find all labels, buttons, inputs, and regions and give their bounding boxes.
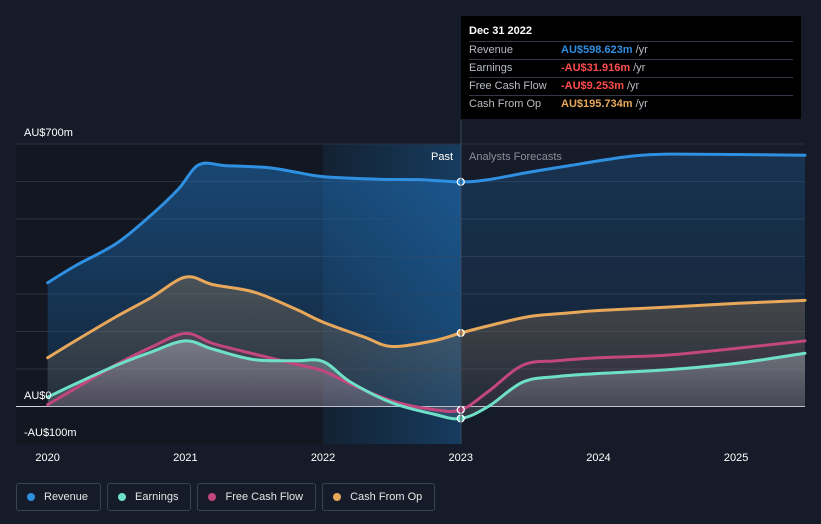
tooltip-row-unit: /yr (635, 98, 648, 110)
legend: Revenue Earnings Free Cash Flow Cash From O… (16, 483, 436, 511)
tooltip-row-name: Earnings (469, 62, 513, 74)
tooltip-date: Dec 31 2022 (469, 24, 793, 42)
tooltip-row: Revenue AU$598.623m/yr (469, 42, 793, 60)
legend-label: Cash From Op (350, 491, 423, 503)
legend-dot-icon (208, 493, 217, 501)
legend-label: Free Cash Flow (225, 491, 304, 503)
x-tick-label: 2025 (724, 452, 748, 464)
legend-item-earnings[interactable]: Earnings (107, 483, 192, 511)
tooltip-row-value: -AU$9.253m (561, 80, 624, 92)
legend-item-revenue[interactable]: Revenue (16, 483, 102, 511)
earnings-area-past (47, 340, 461, 419)
tooltip-row-unit: /yr (635, 44, 648, 56)
tooltip: Dec 31 2022 Revenue AU$598.623m/yr Earning… (461, 16, 801, 119)
earnings-line (46, 339, 807, 421)
legend-item-cash-from-op[interactable]: Cash From Op (322, 483, 436, 511)
series-lines (46, 152, 807, 421)
tooltip-row: Earnings -AU$31.916m/yr (469, 60, 793, 78)
cash-from-op-line (46, 275, 807, 360)
series-areas (47, 154, 805, 419)
x-tick-label: 2024 (586, 452, 610, 464)
x-tick-label: 2022 (311, 452, 335, 464)
tooltip-row-value: AU$598.623m (561, 44, 633, 56)
forecast-label: Analysts Forecasts (469, 151, 562, 163)
tooltip-row-name: Cash From Op (469, 98, 542, 110)
x-tick-label: 2020 (35, 452, 59, 464)
legend-item-free-cash-flow[interactable]: Free Cash Flow (197, 483, 317, 511)
past-label: Past (431, 151, 453, 163)
tooltip-row-value: -AU$31.916m (561, 62, 631, 74)
revenue-line (46, 152, 807, 285)
x-tick-label: 2023 (449, 452, 473, 464)
tooltip-row: Free Cash Flow -AU$9.253m/yr (469, 78, 793, 96)
tooltip-row-name: Revenue (469, 44, 514, 56)
earnings-area-forecast (461, 353, 805, 419)
legend-label: Earnings (135, 491, 179, 503)
y-axis-top-label: AU$700m (24, 127, 73, 139)
y-axis-bottom-label: -AU$100m (24, 427, 77, 439)
tooltip-rows: Revenue AU$598.623m/yr Earnings -AU$31.916m… (469, 42, 793, 113)
x-tick-label: 2021 (173, 452, 197, 464)
tooltip-row: Cash From Op AU$195.734m/yr (469, 96, 793, 113)
y-axis-zero-label: AU$0 (24, 390, 52, 402)
tooltip-row-value: AU$195.734m (561, 98, 633, 110)
legend-dot-icon (333, 493, 342, 501)
tooltip-row-name: Free Cash Flow (469, 80, 547, 92)
legend-label: Revenue (44, 491, 89, 503)
legend-dot-icon (118, 493, 127, 501)
tooltip-row-unit: /yr (633, 62, 646, 74)
tooltip-row-unit: /yr (626, 80, 640, 92)
x-axis-ticks: 2020 2021 2022 2023 2024 2025 (35, 452, 748, 464)
legend-dot-icon (27, 493, 35, 501)
